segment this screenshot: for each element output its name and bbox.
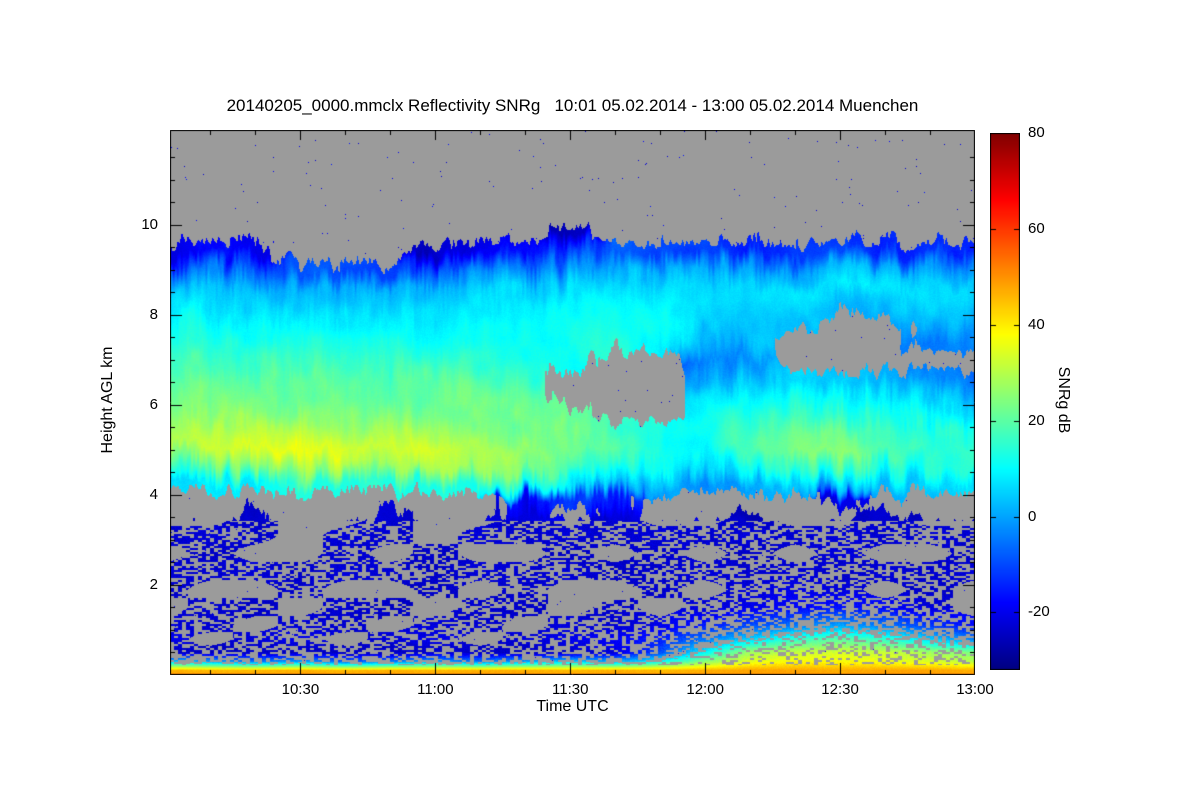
- colorbar-tick-label: -20: [1028, 603, 1050, 621]
- colorbar-tick-label: 80: [1028, 124, 1045, 141]
- chart-title: 20140205_0000.mmclx Reflectivity SNRg 10…: [226, 96, 919, 115]
- colorbar-tick-label: 0: [1028, 507, 1037, 525]
- y-tick-label: 10: [141, 215, 158, 233]
- x-tick-label: 13:00: [956, 681, 994, 698]
- y-tick-label: 2: [149, 575, 158, 593]
- y-tick-label: 4: [149, 485, 158, 503]
- x-tick-label: 10:30: [281, 681, 320, 698]
- colorbar-tick-label: 20: [1028, 411, 1045, 429]
- x-tick-label: 12:30: [821, 681, 859, 698]
- heatmap-canvas: [170, 130, 975, 675]
- x-tick-label: 11:30: [552, 681, 589, 698]
- colorbar-tick-label: 60: [1028, 219, 1045, 237]
- x-tick-label: 11:00: [417, 681, 454, 698]
- y-tick-label: 6: [149, 395, 158, 413]
- colorbar-tick-label: 40: [1028, 315, 1045, 333]
- x-tick-label: 12:00: [686, 681, 724, 698]
- colorbar-canvas: [990, 133, 1020, 670]
- x-axis-title: Time UTC: [536, 698, 609, 715]
- y-tick-label: 8: [149, 305, 158, 323]
